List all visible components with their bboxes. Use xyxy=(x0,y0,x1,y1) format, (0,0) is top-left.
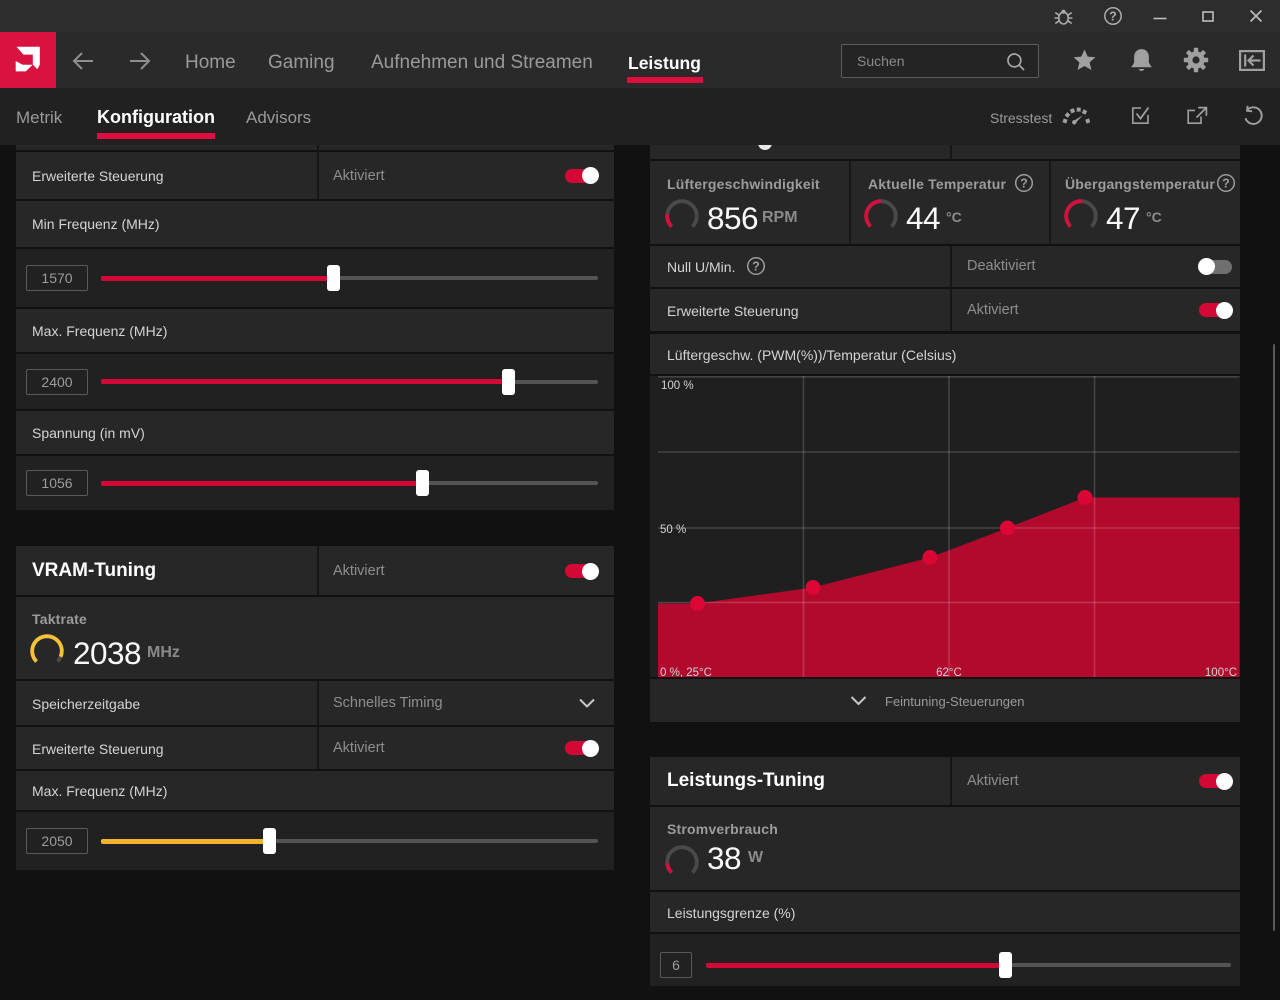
svg-text:?: ? xyxy=(1222,177,1230,191)
svg-text:?: ? xyxy=(1109,9,1117,23)
svg-text:100°C: 100°C xyxy=(1205,667,1237,677)
svg-text:0 %, 25°C: 0 %, 25°C xyxy=(660,667,712,677)
svg-text:?: ? xyxy=(1020,177,1028,191)
svg-text:50 %: 50 % xyxy=(660,524,686,536)
svg-text:?: ? xyxy=(752,260,760,274)
svg-text:100 %: 100 % xyxy=(661,380,694,392)
svg-text:62°C: 62°C xyxy=(936,667,962,677)
